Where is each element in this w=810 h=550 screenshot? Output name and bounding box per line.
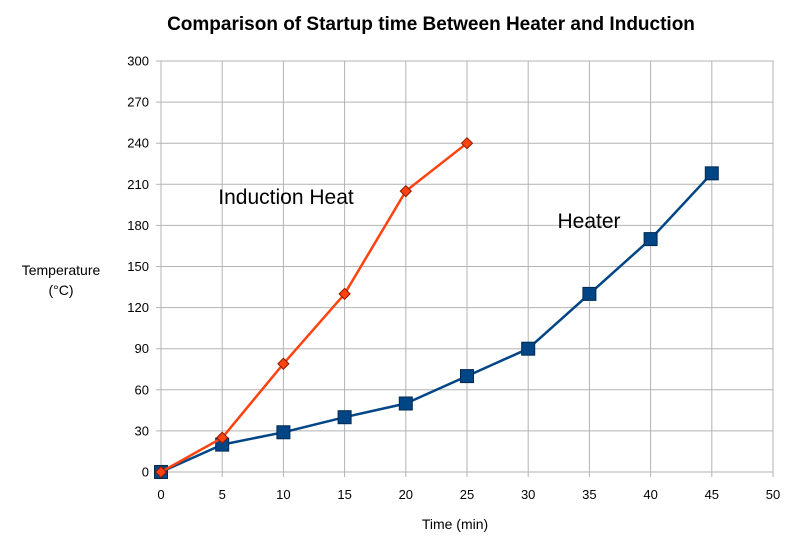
y-axis-label-line-2: (°C) bbox=[48, 282, 74, 298]
annotation-heater: Heater bbox=[557, 210, 620, 233]
x-tick-label: 40 bbox=[643, 487, 657, 502]
data-point-heater bbox=[643, 232, 658, 247]
data-point-heater bbox=[276, 425, 291, 440]
x-tick-label: 0 bbox=[157, 487, 164, 502]
series-group bbox=[154, 136, 719, 479]
x-tick-label: 50 bbox=[766, 487, 780, 502]
x-tick-label: 45 bbox=[705, 487, 719, 502]
y-tick-label: 210 bbox=[127, 177, 149, 192]
y-tick-label: 90 bbox=[135, 341, 149, 356]
y-tick-label: 120 bbox=[127, 300, 149, 315]
data-point-induction-heat bbox=[277, 357, 290, 370]
data-point-induction-heat bbox=[215, 431, 229, 444]
data-point-induction-heat bbox=[154, 465, 168, 479]
data-point-induction-heat bbox=[460, 136, 474, 150]
y-tick-label: 180 bbox=[127, 218, 149, 233]
y-tick-label: 300 bbox=[127, 54, 149, 69]
y-axis-label: Temperature (°C) bbox=[2, 260, 120, 300]
data-point-heater bbox=[521, 341, 536, 356]
y-tick-label: 60 bbox=[135, 382, 149, 397]
x-tick-label: 20 bbox=[399, 487, 413, 502]
x-tick-label: 15 bbox=[337, 487, 351, 502]
x-tick-label: 5 bbox=[219, 487, 226, 502]
x-tick-label: 10 bbox=[276, 487, 290, 502]
annotations: Induction Heat Heater bbox=[218, 186, 620, 233]
data-point-heater bbox=[460, 369, 474, 384]
grid bbox=[160, 60, 774, 473]
x-tick-label: 35 bbox=[582, 487, 596, 502]
data-point-induction-heat bbox=[399, 184, 413, 198]
annotation-induction-heat: Induction Heat bbox=[218, 186, 354, 209]
data-point-induction-heat bbox=[338, 287, 351, 301]
series-line-heater bbox=[160, 172, 713, 474]
y-tick-label: 30 bbox=[135, 423, 149, 438]
x-tick-labels: 0 5 10 15 20 25 30 35 40 45 50 bbox=[157, 487, 780, 502]
y-tick-label: 270 bbox=[127, 95, 149, 110]
data-point-heater bbox=[337, 410, 352, 425]
plot-frame bbox=[160, 60, 774, 473]
x-tick-label: 30 bbox=[521, 487, 535, 502]
data-point-heater bbox=[704, 166, 719, 181]
x-tick-label: 25 bbox=[460, 487, 474, 502]
data-point-heater bbox=[582, 286, 597, 301]
y-tick-label: 240 bbox=[127, 136, 149, 151]
y-tick-labels: 0 30 60 90 120 150 180 210 240 270 300 bbox=[127, 54, 149, 480]
chart-title: Comparison of Startup time Between Heate… bbox=[167, 14, 695, 35]
axes bbox=[156, 60, 774, 477]
y-tick-label: 0 bbox=[142, 465, 149, 480]
series-line-induction-heat bbox=[160, 142, 468, 474]
data-point-heater bbox=[398, 396, 413, 411]
y-axis-label-line-1: Temperature bbox=[21, 262, 101, 278]
y-tick-label: 150 bbox=[127, 259, 149, 274]
x-axis-label: Time (min) bbox=[422, 516, 488, 532]
